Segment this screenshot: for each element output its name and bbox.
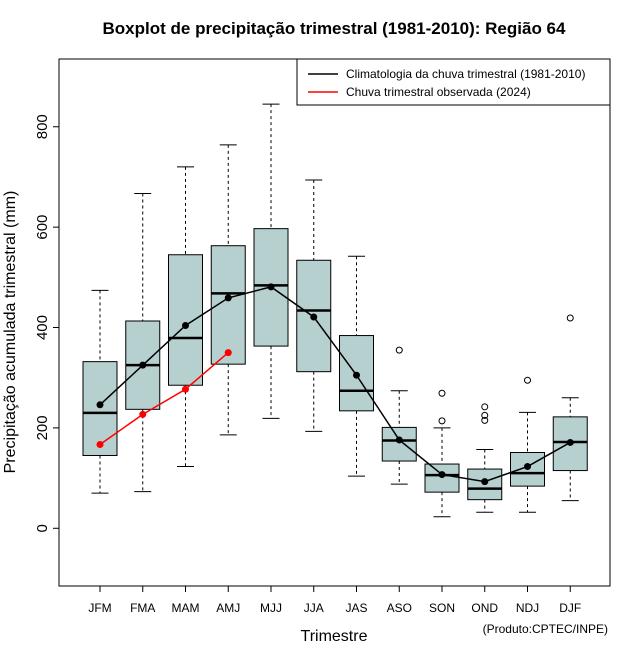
series-line xyxy=(99,352,229,446)
box-ond xyxy=(467,403,503,513)
series-point xyxy=(139,361,147,369)
box-son xyxy=(424,389,460,518)
series-point xyxy=(438,471,446,479)
box-body xyxy=(82,361,118,457)
box-jas xyxy=(339,255,374,477)
outlier-point xyxy=(566,314,574,322)
x-tick-label: OND xyxy=(471,601,498,615)
series-line xyxy=(99,286,571,483)
legend-label-observed: Chuva trimestral observada (2024) xyxy=(346,85,531,99)
series-point xyxy=(566,438,574,446)
x-axis: JFM FMA MAM AMJ MJJ JJA JAS ASO SON OND NDJ DJF xyxy=(88,586,581,615)
series-lines-layer xyxy=(96,283,574,486)
series-point xyxy=(182,385,189,393)
series-point xyxy=(310,313,318,321)
y-tick-label: 0 xyxy=(34,524,51,532)
series-point xyxy=(224,294,232,302)
x-tick-label: JJA xyxy=(304,601,324,615)
x-tick-label: MJJ xyxy=(260,601,282,615)
outlier-point xyxy=(395,346,403,354)
x-tick-label: JFM xyxy=(88,601,111,615)
series-point xyxy=(96,401,104,409)
y-axis: 0 200 400 600 800 xyxy=(34,114,59,532)
legend: Climatologia da chuva trimestral (1981-2… xyxy=(296,58,611,106)
box-body xyxy=(210,245,246,365)
outlier-point xyxy=(438,389,446,397)
product-credit: (Produto:CPTEC/INPE) xyxy=(483,622,608,636)
box-jja xyxy=(296,179,332,432)
x-tick-label: NDJ xyxy=(516,601,539,615)
box-jfm xyxy=(82,289,118,494)
series-point xyxy=(481,478,489,486)
series-point xyxy=(524,463,531,471)
observed-series xyxy=(96,349,232,448)
box-body xyxy=(552,416,588,472)
box-amj xyxy=(210,144,246,436)
series-point xyxy=(96,440,104,448)
outlier-point xyxy=(524,376,531,384)
box-aso xyxy=(381,346,417,485)
x-tick-label: MAM xyxy=(172,601,200,615)
outlier-point xyxy=(481,403,489,411)
x-axis-label: Trimestre xyxy=(301,628,368,645)
box-body xyxy=(381,426,417,462)
series-point xyxy=(182,322,189,330)
series-point xyxy=(395,436,403,444)
y-tick-label: 800 xyxy=(34,114,51,139)
series-point xyxy=(139,410,147,418)
box-mam xyxy=(168,166,203,468)
legend-label-climatology: Climatologia da chuva trimestral (1981-2… xyxy=(346,67,585,81)
series-point xyxy=(224,349,232,357)
series-point xyxy=(267,283,275,291)
box-mjj xyxy=(253,103,289,419)
outlier-point xyxy=(438,417,446,425)
y-axis-label: Precipitação acumulada trimestral (mm) xyxy=(2,191,19,474)
x-tick-label: DJF xyxy=(559,601,581,615)
x-tick-label: FMA xyxy=(130,601,155,615)
chart-title: Boxplot de precipitação trimestral (1981… xyxy=(103,19,566,38)
x-tick-label: SON xyxy=(429,601,455,615)
x-tick-label: ASO xyxy=(387,601,412,615)
box-djf xyxy=(552,314,588,502)
y-tick-label: 400 xyxy=(34,315,51,340)
climatology-series xyxy=(96,283,574,486)
x-tick-label: JAS xyxy=(345,601,367,615)
box-fma xyxy=(125,193,161,493)
y-tick-label: 200 xyxy=(34,415,51,440)
box-body xyxy=(168,254,203,386)
boxes-layer xyxy=(82,103,588,518)
legend-box xyxy=(296,58,611,106)
x-tick-label: AMJ xyxy=(216,601,240,615)
series-point xyxy=(353,371,360,379)
box-ndj xyxy=(510,376,545,513)
outlier-point xyxy=(481,416,489,424)
box-body xyxy=(424,463,460,493)
outlier-point xyxy=(481,411,489,419)
y-tick-label: 600 xyxy=(34,215,51,240)
